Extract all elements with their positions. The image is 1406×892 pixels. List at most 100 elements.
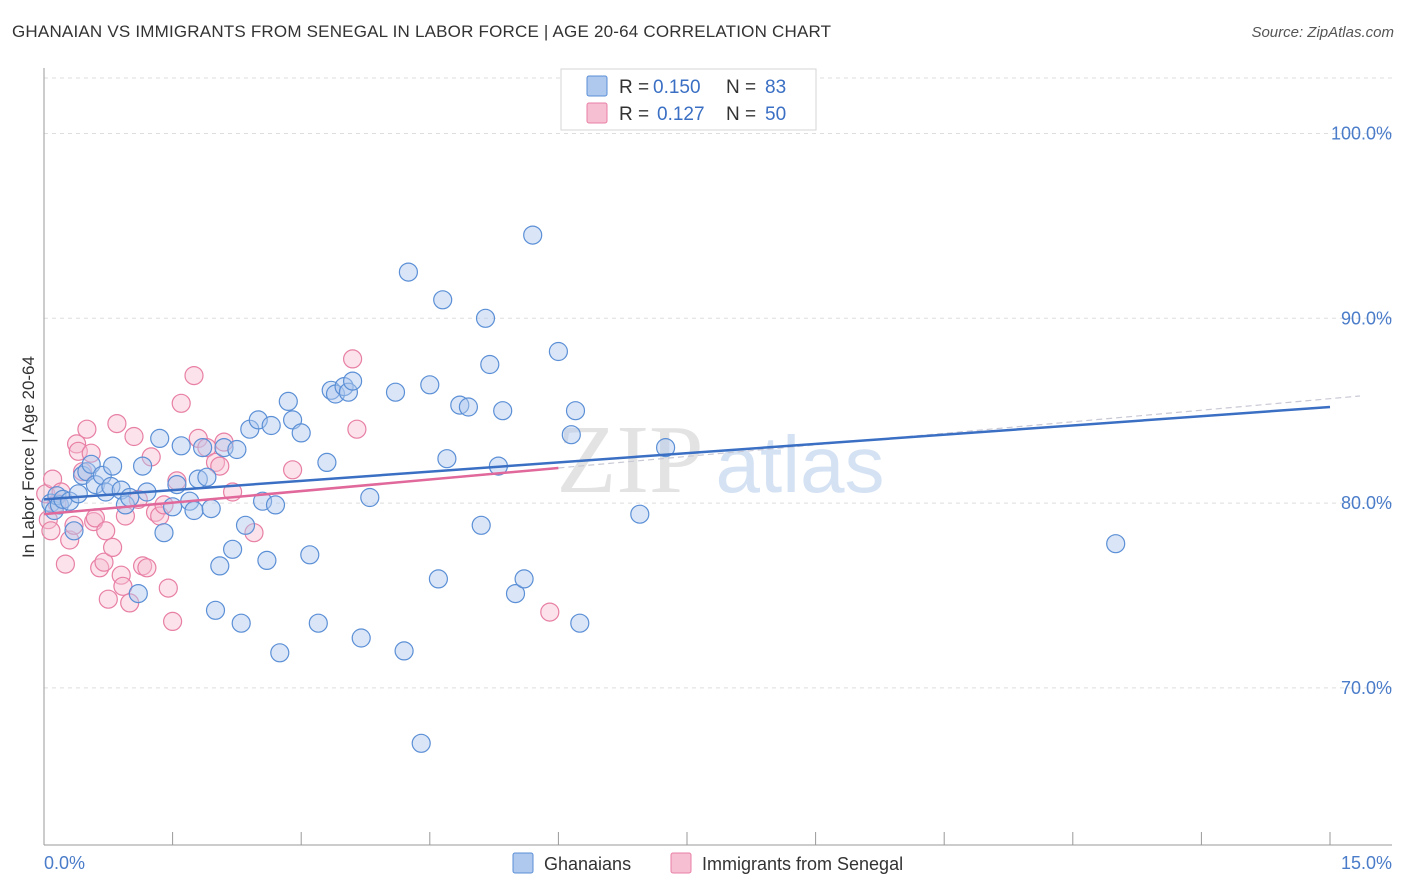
senegal-point (107, 414, 127, 434)
ghanaian-point (433, 290, 453, 310)
senegal-trend-line (43, 466, 559, 516)
ghanaian-point (231, 613, 251, 633)
legend-swatch-pink (586, 102, 608, 124)
ghanaian-point (561, 425, 581, 445)
ghanaian-point (210, 556, 230, 576)
ghanaian-point (428, 569, 448, 589)
stats-legend: R = 0.150 N = 83 R = 0.127 N = 50 (560, 68, 817, 131)
legend-n-label-2: N = (726, 104, 756, 125)
senegal-point (98, 589, 118, 609)
ghanaian-point (351, 628, 371, 648)
ghanaian-point (197, 467, 217, 487)
legend-n-value-2: 50 (765, 104, 786, 125)
y-tick-label: 70.0% (1341, 678, 1392, 698)
legend-swatch-blue (586, 75, 608, 97)
ghanaian-point (257, 550, 277, 571)
x-ticks (43, 832, 1331, 845)
senegal-point (283, 460, 303, 480)
y-tick-label: 80.0% (1341, 493, 1392, 513)
ghanaian-point (655, 438, 676, 458)
ghanaian-point (102, 456, 123, 476)
ghanaian-point (64, 521, 84, 541)
x-tick-label-min: 0.0% (44, 853, 85, 873)
senegal-point (163, 611, 183, 632)
ghanaian-point (270, 643, 290, 663)
senegal-point (66, 434, 87, 454)
ghanaian-point (163, 497, 183, 517)
ghanaian-point (150, 428, 170, 448)
senegal-point (64, 515, 84, 535)
ghanaian-point (300, 545, 320, 565)
senegal-point (343, 349, 363, 369)
ghanaian-point (437, 449, 457, 469)
ghanaian-point (480, 354, 500, 375)
ghanaian-point (308, 613, 328, 633)
senegal-point (38, 510, 58, 530)
ghanaian-point (420, 375, 440, 395)
ghanaian-point (120, 487, 140, 508)
ghanaian-point (317, 452, 337, 472)
bottom-legend-swatch-blue (512, 852, 534, 874)
senegal-point (171, 393, 191, 413)
ghanaian-point (205, 600, 226, 620)
senegal-point (113, 576, 133, 596)
ghanaian-point (227, 439, 247, 460)
ghanaian-point (493, 401, 513, 421)
chart-title: GHANAIAN VS IMMIGRANTS FROM SENEGAL IN L… (12, 22, 832, 41)
senegal-trend-extension (558, 395, 1361, 469)
senegal-point (77, 419, 97, 439)
senegal-point (60, 530, 80, 550)
ghanaian-point (128, 583, 148, 604)
legend-n-value-1: 83 (765, 77, 786, 98)
source-label: Source: ZipAtlas.com (1251, 24, 1394, 41)
ghanaian-point (385, 382, 406, 402)
legend-r-value-1: 0.150 (653, 77, 701, 98)
ghanaian-point (630, 504, 650, 524)
ghanaian-point (505, 583, 526, 604)
legend-r-label-2: R = (619, 104, 649, 125)
bottom-legend-swatch-pink (670, 852, 692, 874)
senegal-point (96, 521, 116, 541)
senegal-point (197, 438, 217, 458)
senegal-point (102, 537, 123, 558)
ghanaian-point (471, 515, 491, 535)
senegal-point (55, 554, 76, 574)
ghanaian-point (523, 225, 543, 245)
legend-r-value-2: 0.127 (657, 104, 705, 125)
ghanaian-point (360, 487, 380, 508)
axes (43, 68, 1392, 846)
ghanaian-point (475, 308, 496, 328)
ghanaian-points (41, 225, 1126, 753)
ghanaian-point (193, 438, 213, 458)
senegal-point (347, 419, 367, 439)
y-tick-label: 90.0% (1341, 308, 1392, 328)
ghanaian-point (411, 733, 431, 753)
senegal-point (124, 426, 144, 447)
senegal-point (81, 443, 101, 463)
series-legend: Ghanaians Immigrants from Senegal (512, 852, 903, 874)
ghanaian-point (235, 515, 256, 535)
ghanaian-point (154, 523, 174, 543)
ghanaian-point (338, 382, 358, 402)
ghanaian-point (278, 391, 298, 411)
ghanaian-point (1106, 534, 1126, 554)
senegal-point (540, 602, 560, 622)
senegal-point (94, 552, 114, 572)
ghanaian-point (223, 539, 243, 559)
legend-n-label-1: N = (726, 77, 756, 98)
ghanaian-point (133, 456, 153, 476)
grid-lines (44, 77, 1392, 689)
ghanaian-point (565, 401, 586, 421)
senegal-point (210, 456, 230, 476)
senegal-point (137, 558, 157, 578)
x-tick-label-max: 15.0% (1341, 853, 1392, 873)
y-tick-label: 100.0% (1331, 123, 1392, 143)
watermark-atlas: atlas (716, 420, 885, 509)
ghanaian-point (570, 613, 590, 633)
ghanaian-point (201, 499, 221, 519)
ghanaian-point (261, 415, 281, 436)
senegal-point (41, 521, 61, 541)
ghanaian-point (458, 397, 478, 417)
ghanaian-point (514, 569, 534, 589)
